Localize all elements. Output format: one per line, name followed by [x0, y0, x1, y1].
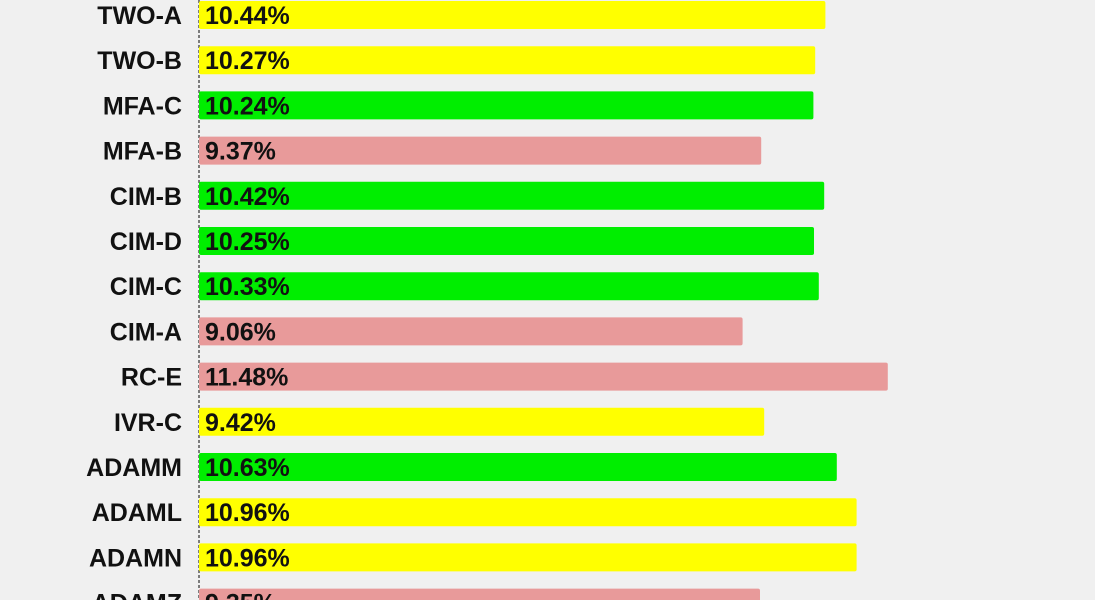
category-label: CIM-D [110, 228, 182, 256]
bar [199, 543, 857, 572]
value-label: 9.06% [205, 318, 276, 346]
bar [199, 498, 857, 527]
value-label: 10.27% [205, 47, 290, 75]
category-label: ADAMN [89, 544, 182, 572]
bar [199, 181, 825, 210]
bar [199, 91, 814, 120]
category-label: CIM-A [110, 318, 182, 346]
value-label: 9.35% [205, 590, 276, 600]
category-label: IVR-C [114, 409, 182, 437]
value-label: 10.33% [205, 273, 290, 301]
category-label: RC-E [121, 364, 182, 392]
category-label: CIM-B [110, 183, 182, 211]
value-label: 10.96% [205, 499, 290, 527]
bar [199, 136, 762, 165]
value-label: 10.25% [205, 228, 290, 256]
category-label: ADAMZ [92, 590, 182, 600]
value-label: 10.24% [205, 92, 290, 120]
category-label: TWO-B [97, 47, 182, 75]
category-label: CIM-C [110, 273, 182, 301]
category-label: MFA-B [103, 138, 182, 166]
bar [199, 227, 814, 255]
value-label: 10.96% [205, 544, 290, 572]
bar [199, 588, 760, 600]
value-label: 10.63% [205, 454, 290, 482]
value-label: 10.44% [205, 2, 290, 30]
value-label: 9.42% [205, 409, 276, 437]
bar [199, 272, 819, 301]
bar [199, 453, 837, 481]
category-label: MFA-C [103, 92, 182, 120]
category-label: TWO-A [97, 2, 182, 30]
value-label: 11.48% [205, 364, 288, 392]
bar [199, 317, 743, 346]
category-label: ADAML [92, 499, 182, 527]
value-label: 10.42% [205, 183, 290, 211]
bar [199, 1, 826, 29]
value-label: 9.37% [205, 138, 276, 166]
bar [199, 362, 888, 391]
category-label: ADAMM [86, 454, 182, 482]
bar [199, 407, 765, 436]
bar [199, 46, 816, 75]
